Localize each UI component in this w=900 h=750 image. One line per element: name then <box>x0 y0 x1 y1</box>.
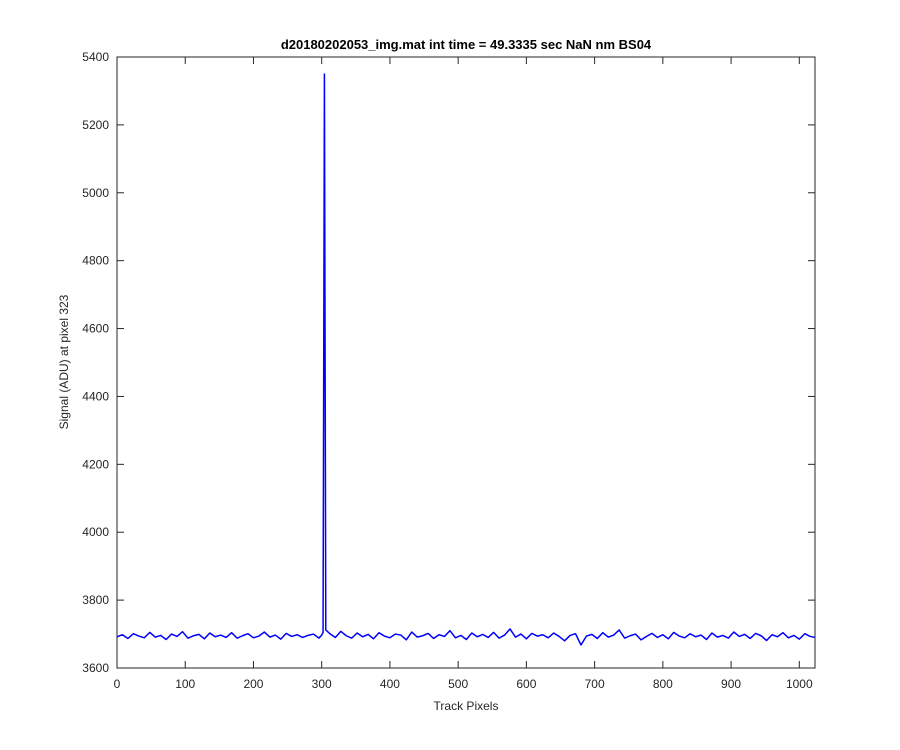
y-tick-label: 4400 <box>82 389 109 403</box>
y-tick-label: 4800 <box>82 254 109 268</box>
x-tick-label: 1000 <box>786 677 813 691</box>
y-tick-label: 5400 <box>82 50 109 64</box>
x-tick-label: 600 <box>516 677 536 691</box>
x-tick-label: 300 <box>312 677 332 691</box>
y-axis-label: Signal (ADU) at pixel 323 <box>57 294 71 429</box>
x-tick-label: 100 <box>175 677 195 691</box>
x-tick-label: 200 <box>243 677 263 691</box>
x-tick-label: 700 <box>585 677 605 691</box>
y-tick-label: 5200 <box>82 118 109 132</box>
y-tick-label: 4600 <box>82 322 109 336</box>
x-tick-label: 800 <box>653 677 673 691</box>
y-tick-label: 3800 <box>82 593 109 607</box>
y-tick-label: 4200 <box>82 457 109 471</box>
y-tick-label: 4000 <box>82 525 109 539</box>
x-tick-label: 900 <box>721 677 741 691</box>
x-tick-label: 500 <box>448 677 468 691</box>
x-tick-label: 400 <box>380 677 400 691</box>
y-tick-label: 5000 <box>82 186 109 200</box>
data-line <box>116 73 816 646</box>
y-tick-label: 3600 <box>82 661 109 675</box>
axes-box <box>116 56 816 669</box>
x-tick-label: 0 <box>114 677 121 691</box>
chart-title: d20180202053_img.mat int time = 49.3335 … <box>281 37 652 52</box>
x-axis-label: Track Pixels <box>434 699 499 713</box>
